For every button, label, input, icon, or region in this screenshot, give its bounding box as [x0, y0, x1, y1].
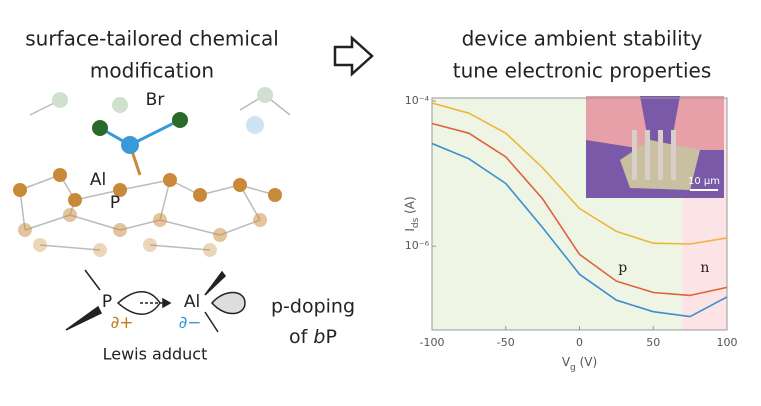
inset-finger: [645, 130, 650, 180]
arrow: [333, 35, 374, 77]
left-title: modification: [90, 59, 214, 83]
inset-scale: 10 µm: [688, 176, 720, 187]
doping-part: b: [313, 326, 325, 348]
y-label-part: I: [403, 228, 417, 232]
doping-label: p-doping: [271, 296, 355, 318]
chart: 10 µm -100 -50 0 50 100 10⁻⁴ 10⁻⁶ Vg (V) Ids (A) p…: [403, 94, 738, 372]
partial-charge: ∂−: [178, 313, 201, 333]
doping-part: P: [325, 326, 336, 348]
right-title: tune electronic properties: [453, 59, 712, 83]
region-label: n: [700, 260, 709, 276]
inset-photo: 10 µm: [586, 96, 724, 198]
partial-charge: ∂+: [110, 313, 133, 333]
series-line: [431, 142, 728, 318]
x-tick-label: -50: [497, 336, 515, 349]
adduct-caption: Lewis adduct: [103, 345, 208, 364]
x-tick-label: 100: [717, 336, 738, 349]
x-label-part: g: [570, 363, 576, 373]
series-line: [431, 102, 728, 245]
y-label-part: (A): [403, 196, 417, 217]
y-tick-label: 10⁻⁴: [405, 94, 430, 107]
doping-part: of: [289, 326, 313, 348]
series-line: [431, 122, 728, 297]
inset-finger: [671, 130, 676, 180]
x-axis-label: Vg (V): [562, 355, 597, 373]
adduct-atom: P: [102, 292, 112, 312]
y-axis-label: Ids (A): [403, 196, 421, 231]
y-tick-label: 10⁻⁶: [405, 239, 430, 252]
x-label-part: V: [562, 355, 571, 369]
adsorbates: [52, 87, 273, 176]
atom-label: Al: [90, 170, 106, 190]
y-label-part: ds: [411, 217, 421, 228]
atom-label: Br: [146, 90, 165, 110]
x-tick-label: 0: [576, 336, 583, 349]
right-title: device ambient stability: [462, 27, 703, 51]
adduct-drawing: [65, 269, 246, 333]
x-tick-label: -100: [420, 336, 445, 349]
adduct-atom: Al: [184, 292, 200, 312]
left-title: surface-tailored chemical: [25, 27, 279, 51]
doping-label: of bP: [289, 326, 337, 348]
x-label-part: (V): [576, 355, 597, 369]
p-atoms: [13, 168, 282, 257]
inset-finger: [658, 130, 663, 180]
region-label: p: [618, 260, 627, 276]
atom-label: P: [110, 193, 120, 213]
inset-electrode: [670, 96, 724, 150]
x-tick-label: 50: [646, 336, 660, 349]
inset-finger: [632, 130, 637, 180]
